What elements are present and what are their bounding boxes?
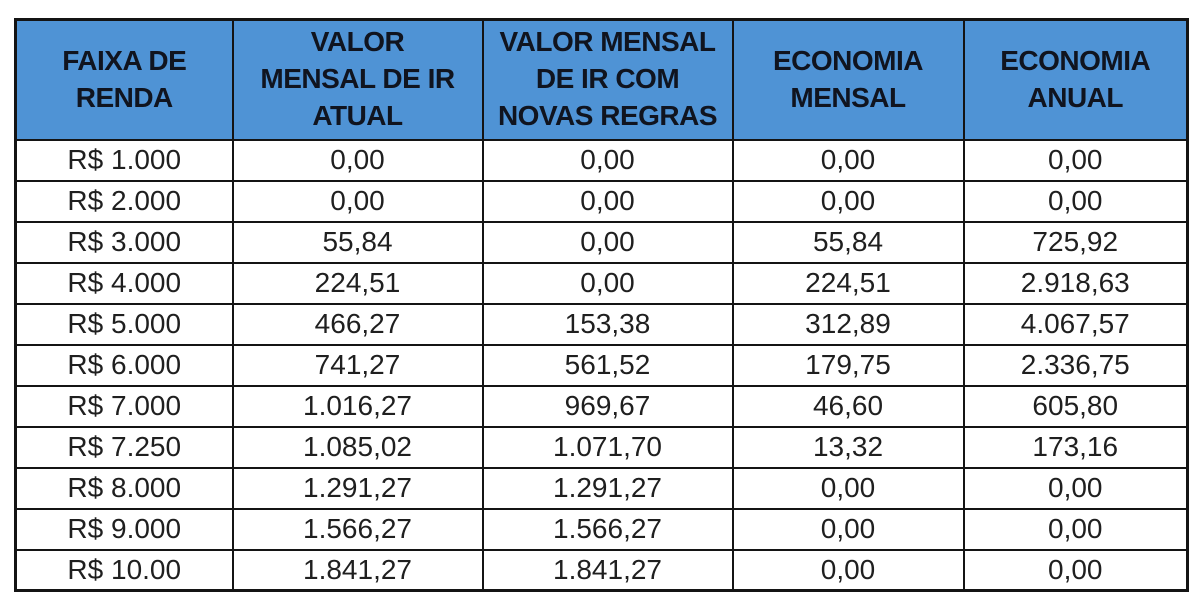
header-income-bracket: FAIXA DE RENDA bbox=[14, 18, 234, 141]
table-row: R$ 1.000 0,00 0,00 0,00 0,00 bbox=[14, 138, 1189, 182]
annual-savings-cell: 725,92 bbox=[962, 220, 1189, 264]
monthly-savings-cell: 0,00 bbox=[731, 548, 965, 592]
current-monthly-ir-cell: 1.291,27 bbox=[231, 466, 484, 510]
annual-savings-cell: 4.067,57 bbox=[962, 302, 1189, 346]
current-monthly-ir-cell: 55,84 bbox=[231, 220, 484, 264]
monthly-savings-cell: 0,00 bbox=[731, 138, 965, 182]
new-rules-monthly-ir-cell: 0,00 bbox=[481, 138, 734, 182]
header-current-monthly-ir: VALOR MENSAL DE IR ATUAL bbox=[231, 18, 484, 141]
header-annual-savings: ECONOMIA ANUAL bbox=[962, 18, 1189, 141]
income-bracket-cell: R$ 5.000 bbox=[14, 302, 234, 346]
table-row: R$ 2.000 0,00 0,00 0,00 0,00 bbox=[14, 179, 1189, 223]
monthly-savings-cell: 55,84 bbox=[731, 220, 965, 264]
header-row: FAIXA DE RENDA VALOR MENSAL DE IR ATUAL … bbox=[14, 18, 1189, 141]
current-monthly-ir-cell: 1.016,27 bbox=[231, 384, 484, 428]
monthly-savings-cell: 0,00 bbox=[731, 466, 965, 510]
current-monthly-ir-cell: 224,51 bbox=[231, 261, 484, 305]
income-bracket-cell: R$ 10.00 bbox=[14, 548, 234, 592]
current-monthly-ir-cell: 1.566,27 bbox=[231, 507, 484, 551]
table-row: R$ 8.000 1.291,27 1.291,27 0,00 0,00 bbox=[14, 466, 1189, 510]
new-rules-monthly-ir-cell: 0,00 bbox=[481, 179, 734, 223]
income-tax-table: FAIXA DE RENDA VALOR MENSAL DE IR ATUAL … bbox=[14, 18, 1189, 592]
income-bracket-cell: R$ 8.000 bbox=[14, 466, 234, 510]
new-rules-monthly-ir-cell: 1.291,27 bbox=[481, 466, 734, 510]
monthly-savings-cell: 46,60 bbox=[731, 384, 965, 428]
monthly-savings-cell: 224,51 bbox=[731, 261, 965, 305]
current-monthly-ir-cell: 0,00 bbox=[231, 138, 484, 182]
income-bracket-cell: R$ 2.000 bbox=[14, 179, 234, 223]
monthly-savings-cell: 0,00 bbox=[731, 179, 965, 223]
income-bracket-cell: R$ 3.000 bbox=[14, 220, 234, 264]
table-row: R$ 9.000 1.566,27 1.566,27 0,00 0,00 bbox=[14, 507, 1189, 551]
monthly-savings-cell: 0,00 bbox=[731, 507, 965, 551]
table-row: R$ 7.250 1.085,02 1.071,70 13,32 173,16 bbox=[14, 425, 1189, 469]
new-rules-monthly-ir-cell: 969,67 bbox=[481, 384, 734, 428]
current-monthly-ir-cell: 466,27 bbox=[231, 302, 484, 346]
table-row: R$ 3.000 55,84 0,00 55,84 725,92 bbox=[14, 220, 1189, 264]
table-row: R$ 10.00 1.841,27 1.841,27 0,00 0,00 bbox=[14, 548, 1189, 592]
current-monthly-ir-cell: 1.085,02 bbox=[231, 425, 484, 469]
new-rules-monthly-ir-cell: 1.566,27 bbox=[481, 507, 734, 551]
table-row: R$ 6.000 741,27 561,52 179,75 2.336,75 bbox=[14, 343, 1189, 387]
annual-savings-cell: 173,16 bbox=[962, 425, 1189, 469]
income-bracket-cell: R$ 9.000 bbox=[14, 507, 234, 551]
current-monthly-ir-cell: 0,00 bbox=[231, 179, 484, 223]
income-bracket-cell: R$ 4.000 bbox=[14, 261, 234, 305]
new-rules-monthly-ir-cell: 153,38 bbox=[481, 302, 734, 346]
table-row: R$ 5.000 466,27 153,38 312,89 4.067,57 bbox=[14, 302, 1189, 346]
monthly-savings-cell: 179,75 bbox=[731, 343, 965, 387]
annual-savings-cell: 0,00 bbox=[962, 507, 1189, 551]
current-monthly-ir-cell: 1.841,27 bbox=[231, 548, 484, 592]
annual-savings-cell: 0,00 bbox=[962, 466, 1189, 510]
new-rules-monthly-ir-cell: 1.071,70 bbox=[481, 425, 734, 469]
header-monthly-savings: ECONOMIA MENSAL bbox=[731, 18, 965, 141]
annual-savings-cell: 0,00 bbox=[962, 138, 1189, 182]
income-bracket-cell: R$ 6.000 bbox=[14, 343, 234, 387]
new-rules-monthly-ir-cell: 1.841,27 bbox=[481, 548, 734, 592]
header-new-rules-monthly-ir: VALOR MENSAL DE IR COM NOVAS REGRAS bbox=[481, 18, 734, 141]
monthly-savings-cell: 13,32 bbox=[731, 425, 965, 469]
table-row: R$ 7.000 1.016,27 969,67 46,60 605,80 bbox=[14, 384, 1189, 428]
new-rules-monthly-ir-cell: 0,00 bbox=[481, 220, 734, 264]
income-bracket-cell: R$ 7.000 bbox=[14, 384, 234, 428]
new-rules-monthly-ir-cell: 561,52 bbox=[481, 343, 734, 387]
annual-savings-cell: 0,00 bbox=[962, 179, 1189, 223]
income-bracket-cell: R$ 7.250 bbox=[14, 425, 234, 469]
new-rules-monthly-ir-cell: 0,00 bbox=[481, 261, 734, 305]
current-monthly-ir-cell: 741,27 bbox=[231, 343, 484, 387]
annual-savings-cell: 2.918,63 bbox=[962, 261, 1189, 305]
annual-savings-cell: 2.336,75 bbox=[962, 343, 1189, 387]
monthly-savings-cell: 312,89 bbox=[731, 302, 965, 346]
table-row: R$ 4.000 224,51 0,00 224,51 2.918,63 bbox=[14, 261, 1189, 305]
annual-savings-cell: 0,00 bbox=[962, 548, 1189, 592]
income-bracket-cell: R$ 1.000 bbox=[14, 138, 234, 182]
annual-savings-cell: 605,80 bbox=[962, 384, 1189, 428]
